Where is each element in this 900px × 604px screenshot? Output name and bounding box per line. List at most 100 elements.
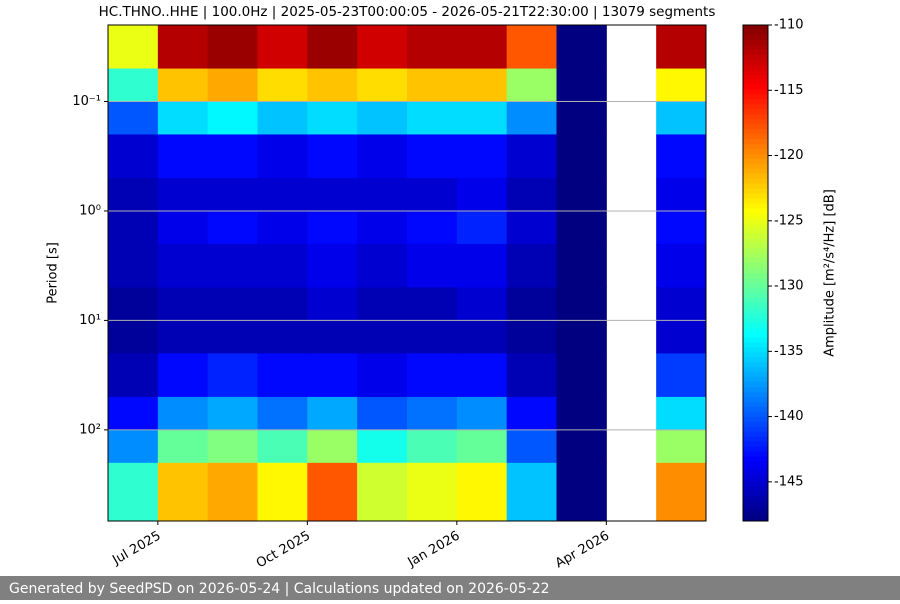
colorbar-swatch — [743, 163, 768, 170]
x-tick-label: Apr 2026 — [553, 529, 612, 572]
colorbar-swatch — [743, 228, 768, 234]
heatmap-cell — [506, 243, 557, 288]
heatmap-cell — [407, 287, 458, 321]
colorbar-swatch — [743, 501, 768, 507]
colorbar-swatch — [743, 392, 768, 398]
colorbar-swatch — [743, 511, 768, 517]
heatmap-cell — [207, 178, 258, 212]
colorbar-swatch — [743, 332, 768, 338]
colorbar-swatch — [743, 352, 768, 358]
colorbar-swatch — [743, 158, 768, 165]
colorbar-swatch — [743, 287, 768, 294]
heatmap-cell — [307, 178, 358, 212]
heatmap-cell — [556, 287, 607, 321]
heatmap-cell — [307, 101, 358, 135]
heatmap-cell — [257, 134, 308, 179]
colorbar-swatch — [743, 223, 768, 229]
heatmap-cell — [656, 429, 707, 464]
heatmap-cell — [257, 178, 308, 212]
heatmap-cell — [307, 68, 358, 103]
colorbar-swatch — [743, 506, 768, 512]
colorbar-swatch — [743, 367, 768, 373]
heatmap-cell — [207, 101, 258, 135]
colorbar-swatch — [743, 74, 768, 81]
colorbar-swatch — [743, 99, 768, 105]
colorbar-swatch — [743, 114, 768, 120]
colorbar-swatch — [743, 253, 768, 259]
heatmap-cell — [257, 101, 308, 135]
colorbar-swatch — [743, 347, 768, 353]
colorbar-swatch — [743, 34, 768, 41]
heatmap-cell — [307, 353, 358, 398]
x-tick-label: Jul 2025 — [109, 529, 163, 569]
heatmap-cell — [656, 25, 707, 70]
colorbar-swatch — [743, 446, 768, 453]
heatmap-cell — [357, 68, 408, 103]
heatmap-cell — [207, 25, 258, 70]
heatmap-cell — [656, 287, 707, 321]
heatmap-cell — [207, 134, 258, 179]
heatmap-cell — [407, 68, 458, 103]
colorbar-swatch — [743, 44, 768, 51]
heatmap-cell — [307, 243, 358, 288]
heatmap-cell — [456, 287, 508, 321]
colorbar-swatch — [743, 486, 768, 492]
heatmap-cell — [556, 178, 607, 212]
colorbar-swatch — [743, 277, 768, 284]
y-tick-label: 10² — [79, 422, 101, 437]
heatmap-cell — [157, 353, 209, 398]
heatmap-cell — [357, 462, 408, 522]
heatmap-cell — [556, 25, 607, 70]
heatmap-cell — [108, 25, 159, 70]
heatmap-cell — [108, 287, 159, 321]
colorbar-label: Amplitude [m²/s⁴/Hz] [dB] — [823, 189, 838, 357]
heatmap-cell — [456, 462, 508, 522]
colorbar-swatch — [743, 416, 768, 423]
colorbar-swatch — [743, 307, 768, 314]
colorbar-swatch — [743, 317, 768, 324]
heatmap-cell — [506, 68, 557, 103]
colorbar-swatch — [743, 263, 768, 269]
heatmap-cell — [407, 25, 458, 70]
heatmap-cell — [157, 287, 209, 321]
heatmap-cell — [357, 243, 408, 288]
heatmap-cell — [656, 353, 707, 398]
colorbar-swatch — [743, 203, 768, 210]
heatmap-cell — [108, 101, 159, 135]
heatmap-cell — [357, 134, 408, 179]
heatmap-cell — [257, 396, 308, 431]
colorbar-swatch — [743, 337, 768, 343]
y-tick-label: 10⁻¹ — [72, 94, 101, 109]
colorbar-swatch — [743, 342, 768, 348]
heatmap-cell — [157, 25, 209, 70]
colorbar-swatch — [743, 382, 768, 388]
colorbar-tick-label: -120 — [774, 148, 804, 163]
heatmap-cell — [556, 134, 607, 179]
colorbar-tick-label: -140 — [774, 409, 804, 424]
colorbar-swatch — [743, 377, 768, 383]
colorbar-swatch — [743, 124, 768, 130]
colorbar-swatch — [743, 312, 768, 319]
colorbar-frame — [742, 24, 769, 522]
colorbar-swatch — [743, 25, 768, 31]
colorbar-swatch — [743, 516, 768, 522]
colorbar-swatch — [743, 89, 768, 95]
x-tick-label: Oct 2025 — [254, 529, 313, 572]
chart-title: HC.THNO..HHE | 100.0Hz | 2025-05-23T00:0… — [99, 4, 716, 20]
heatmap-cell — [108, 462, 159, 522]
heatmap-cell — [506, 353, 557, 398]
colorbar-swatch — [743, 387, 768, 393]
heatmap-cell — [157, 396, 209, 431]
heatmap-cell — [108, 243, 159, 288]
heatmap-cell — [456, 396, 508, 431]
y-tick-label: 10¹ — [79, 313, 101, 328]
heatmap-cell — [257, 320, 308, 354]
colorbar-swatch — [743, 397, 768, 403]
colorbar-swatch — [743, 282, 768, 289]
heatmap-cell — [357, 101, 408, 135]
heatmap-cell — [307, 429, 358, 464]
heatmap-cell — [157, 134, 209, 179]
colorbar-swatch — [743, 456, 768, 462]
footer-bar — [0, 576, 900, 600]
